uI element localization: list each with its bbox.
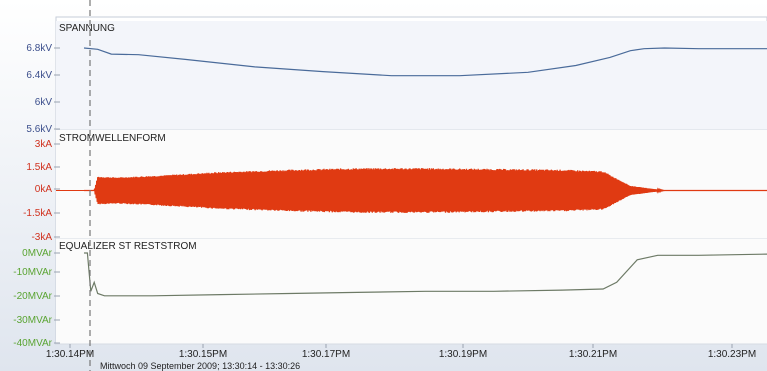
panel-voltage: SPANNUNG 6.8kV 6.4kV 6kV 5.6kV: [26, 21, 767, 135]
x-tick-label: 1:30.14PM: [46, 349, 94, 360]
series-line-equalizer: [84, 252, 767, 297]
series-line-voltage: [83, 47, 767, 77]
x-tick-label: 1:30.15PM: [179, 349, 227, 360]
y-tick-label-equalizer: -30MVAr: [13, 315, 52, 326]
x-tick-label: 1:30.17PM: [302, 349, 350, 360]
panel-title-current: STROMWELLENFORM: [59, 133, 166, 144]
y-tick-label-current: 1.5kA: [26, 162, 52, 173]
panels-group: SPANNUNG6.8kV6.4kV6kV5.6kVSTROMWELLENFOR…: [13, 21, 767, 349]
panel-title-equalizer: EQUALIZER ST RESTSTROM: [59, 241, 197, 252]
time-range-footer: Mittwoch 09 September 2009; 13:30:14 - 1…: [100, 361, 300, 371]
y-tick-label-voltage: 6.4kV: [26, 70, 52, 81]
y-tick-label-current: -1.5kA: [23, 208, 52, 219]
panel-title-voltage: SPANNUNG: [59, 23, 115, 34]
y-tick-label-current: 3kA: [35, 139, 53, 150]
y-tick-label-current: 0kA: [35, 184, 53, 195]
y-tick-label-equalizer: 0MVAr: [22, 248, 52, 259]
y-tick-label-voltage: 5.6kV: [26, 124, 52, 135]
panel-equalizer: EQUALIZER ST RESTSTROM 0MVAr -10MVAr -20MVA…: [13, 239, 767, 349]
x-tick-label: 1:30.23PM: [708, 349, 756, 360]
y-tick-label-current: -3kA: [31, 232, 52, 243]
x-tick-label: 1:30.19PM: [439, 349, 487, 360]
y-tick-label-voltage: 6.8kV: [26, 43, 52, 54]
panel-current: STROMWELLENFORM 3kA 1.5kA 0kA -1.5kA -3kA: [23, 130, 767, 243]
x-axis: 1:30.14PM 1:30.15PM 1:30.17PM 1:30.19PM 1:30…: [46, 344, 756, 360]
series-line-current: [84, 168, 767, 213]
x-tick-label: 1:30.21PM: [569, 349, 617, 360]
y-tick-label-voltage: 6kV: [35, 97, 53, 108]
y-tick-label-equalizer: -40MVAr: [13, 338, 52, 349]
y-tick-label-equalizer: -20MVAr: [13, 291, 52, 302]
y-tick-label-equalizer: -10MVAr: [13, 267, 52, 278]
